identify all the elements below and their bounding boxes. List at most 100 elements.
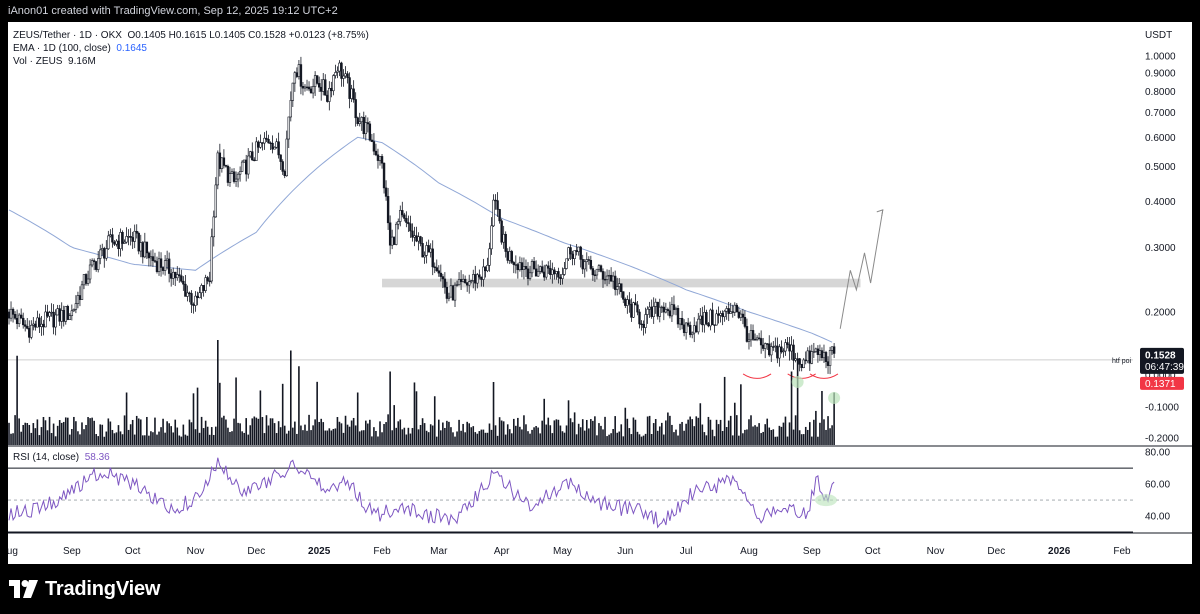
- rsi-pane: [8, 457, 1133, 533]
- candle-body: [628, 299, 631, 305]
- candle: [198, 286, 201, 299]
- candle: [751, 324, 755, 341]
- candle: [190, 290, 193, 314]
- candle: [275, 138, 278, 149]
- candle: [624, 297, 627, 309]
- volume-highlight: [791, 376, 804, 388]
- rsi-legend[interactable]: RSI (14, close) 58.36: [13, 452, 110, 463]
- candle: [216, 150, 220, 190]
- chart-canvas[interactable]: htf poi USDT 1.0000 0.9000 0.8000 0.7000 0.60…: [8, 22, 1192, 564]
- candle-body: [618, 283, 621, 287]
- candle-body: [176, 274, 179, 279]
- candle: [636, 300, 639, 316]
- volume-bar: [131, 419, 134, 445]
- candle: [269, 141, 272, 150]
- candle-body: [802, 359, 805, 368]
- time-tick-label: 2026: [1048, 546, 1071, 557]
- volume-bar: [326, 430, 329, 445]
- candle-body: [66, 306, 69, 320]
- volume-bar: [480, 429, 483, 445]
- candle: [143, 232, 147, 259]
- candle: [125, 227, 128, 244]
- candle-body: [127, 236, 130, 238]
- candle: [249, 150, 252, 159]
- volume-bar: [464, 432, 466, 445]
- candle-body: [30, 324, 33, 338]
- volume-bar: [405, 434, 408, 445]
- volume-bar: [150, 431, 152, 445]
- candle-body: [133, 230, 136, 242]
- candle: [439, 264, 443, 282]
- candle-body: [305, 86, 309, 89]
- volume-bar: [66, 417, 69, 445]
- candle-body: [579, 246, 582, 260]
- candle-body: [747, 339, 751, 342]
- tradingview-logo[interactable]: TradingView: [9, 577, 160, 601]
- volume-bar: [245, 418, 247, 445]
- candle-body: [149, 256, 153, 259]
- volume-bar: [377, 436, 379, 445]
- candle: [755, 335, 759, 342]
- candle: [38, 313, 41, 333]
- volume-bar: [69, 434, 71, 445]
- legend-volume-line[interactable]: Vol · ZEUS 9.16M: [13, 56, 96, 67]
- volume-bar: [510, 433, 513, 445]
- candle-body: [64, 306, 67, 322]
- volume-bar: [733, 402, 736, 445]
- candle: [508, 246, 511, 265]
- candle: [60, 302, 63, 329]
- candle: [259, 134, 262, 149]
- candle-body: [151, 256, 155, 261]
- resistance-zone: [382, 278, 861, 288]
- volume-bar: [533, 427, 535, 445]
- price-tick-label: 0.9000: [1145, 68, 1176, 79]
- candle: [451, 284, 455, 301]
- volume-bar: [16, 355, 18, 445]
- candle-body: [790, 344, 793, 352]
- candle-body: [455, 284, 459, 286]
- candle-body: [632, 302, 635, 318]
- candle-body: [11, 308, 15, 315]
- candle-body: [62, 310, 65, 322]
- candle-body: [299, 64, 303, 87]
- candle-body: [113, 241, 116, 245]
- volume-bar: [127, 429, 130, 445]
- volume-bar: [665, 420, 667, 445]
- volume-bar: [142, 435, 144, 445]
- volume-bar: [292, 427, 294, 445]
- candle-body: [622, 291, 625, 300]
- chart-panel[interactable]: htf poi USDT 1.0000 0.9000 0.8000 0.7000 0.60…: [8, 22, 1192, 564]
- candle-body: [249, 151, 252, 157]
- candle: [431, 240, 434, 276]
- volume-bar: [308, 414, 310, 445]
- volume-bar: [34, 428, 37, 445]
- candle-body: [36, 317, 39, 328]
- candle-body: [557, 271, 560, 278]
- volume-bar: [819, 422, 821, 445]
- candle: [8, 308, 11, 325]
- candle-body: [417, 236, 420, 242]
- volume-bar: [133, 434, 136, 445]
- volume-bar: [156, 434, 158, 445]
- volume-bar: [740, 384, 742, 445]
- volume-bar: [648, 415, 651, 445]
- volume-bar: [519, 426, 521, 445]
- rsi-label: RSI (14, close): [13, 452, 80, 463]
- candle: [372, 133, 376, 156]
- candle-body: [28, 328, 31, 338]
- candle: [285, 130, 288, 177]
- volume-bar: [312, 425, 314, 445]
- candle-body: [8, 311, 11, 319]
- candle-body: [320, 86, 323, 92]
- volume-bar: [484, 432, 487, 445]
- volume-bar: [689, 416, 691, 445]
- candle-body: [137, 232, 140, 252]
- candle-body: [163, 260, 167, 271]
- legend-ema-line[interactable]: EMA · 1D (100, close) 0.1645: [13, 43, 147, 54]
- candle: [642, 320, 645, 336]
- price-tick-label: 0.2000: [1145, 308, 1176, 319]
- candle-body: [200, 285, 203, 294]
- volume-bar: [225, 419, 227, 445]
- volume-bar: [760, 433, 762, 445]
- candle-body: [190, 293, 193, 305]
